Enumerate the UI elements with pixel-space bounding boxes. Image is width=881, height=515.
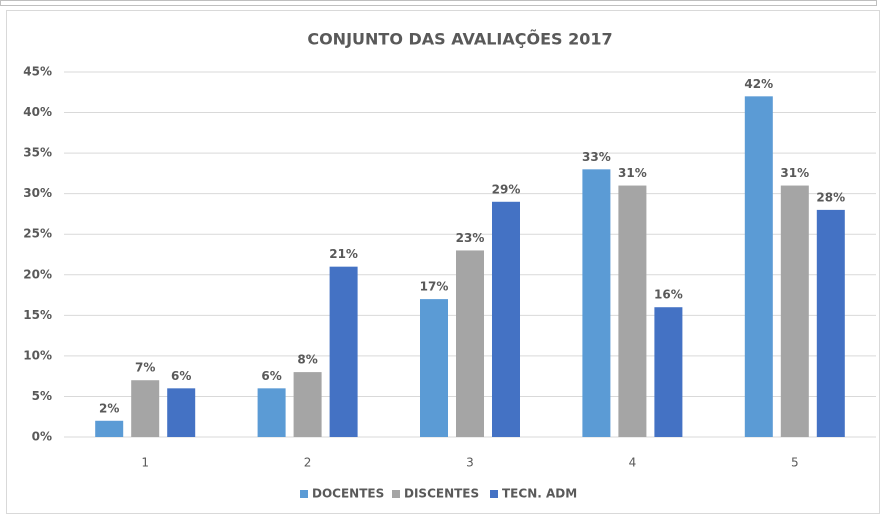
y-tick-label: 5% — [32, 389, 52, 403]
y-tick-label: 10% — [23, 348, 52, 362]
bar — [257, 388, 286, 437]
y-tick-label: 0% — [32, 430, 52, 444]
bar — [167, 388, 196, 437]
data-label: 7% — [135, 361, 155, 375]
data-label: 6% — [171, 369, 191, 383]
legend-label: DOCENTES — [312, 487, 384, 501]
bar — [780, 185, 809, 437]
y-tick-label: 15% — [23, 308, 52, 322]
data-label: 42% — [744, 77, 773, 91]
data-label: 6% — [261, 369, 281, 383]
x-tick-label: 1 — [141, 456, 149, 470]
bar — [456, 250, 484, 437]
bar — [744, 96, 773, 437]
legend-swatch — [392, 490, 400, 498]
bar — [618, 185, 647, 437]
legend-label: TECN. ADM — [502, 487, 577, 501]
y-tick-label: 45% — [23, 65, 52, 79]
bar — [293, 372, 322, 437]
data-label: 2% — [99, 401, 119, 415]
bar — [420, 299, 448, 437]
y-tick-label: 30% — [23, 186, 52, 200]
legend-label: DISCENTES — [404, 487, 479, 501]
data-label: 8% — [297, 353, 317, 367]
data-label: 23% — [456, 231, 485, 245]
data-label: 17% — [420, 280, 449, 294]
x-tick-label: 2 — [304, 456, 312, 470]
y-tick-label: 20% — [23, 267, 52, 281]
data-label: 31% — [618, 166, 647, 180]
data-label: 29% — [492, 182, 521, 196]
data-label: 33% — [582, 150, 611, 164]
top-strip — [0, 0, 877, 6]
bar — [329, 266, 358, 437]
bar — [582, 169, 611, 438]
data-label: 28% — [816, 190, 845, 204]
bar — [95, 420, 124, 437]
x-tick-label: 3 — [466, 456, 474, 470]
bar — [654, 307, 683, 437]
data-label: 21% — [329, 247, 358, 261]
data-label: 16% — [654, 288, 683, 302]
x-tick-label: 5 — [791, 456, 799, 470]
bar — [816, 209, 845, 437]
x-tick-label: 4 — [629, 456, 637, 470]
bar — [492, 201, 520, 437]
y-tick-label: 35% — [23, 146, 52, 160]
legend-swatch — [490, 490, 498, 498]
chart-title: CONJUNTO DAS AVALIAÇÕES 2017 — [307, 30, 612, 49]
y-tick-label: 40% — [23, 105, 52, 119]
data-label: 31% — [780, 166, 809, 180]
y-tick-label: 25% — [23, 227, 52, 241]
legend-swatch — [300, 490, 308, 498]
bar — [131, 380, 160, 437]
